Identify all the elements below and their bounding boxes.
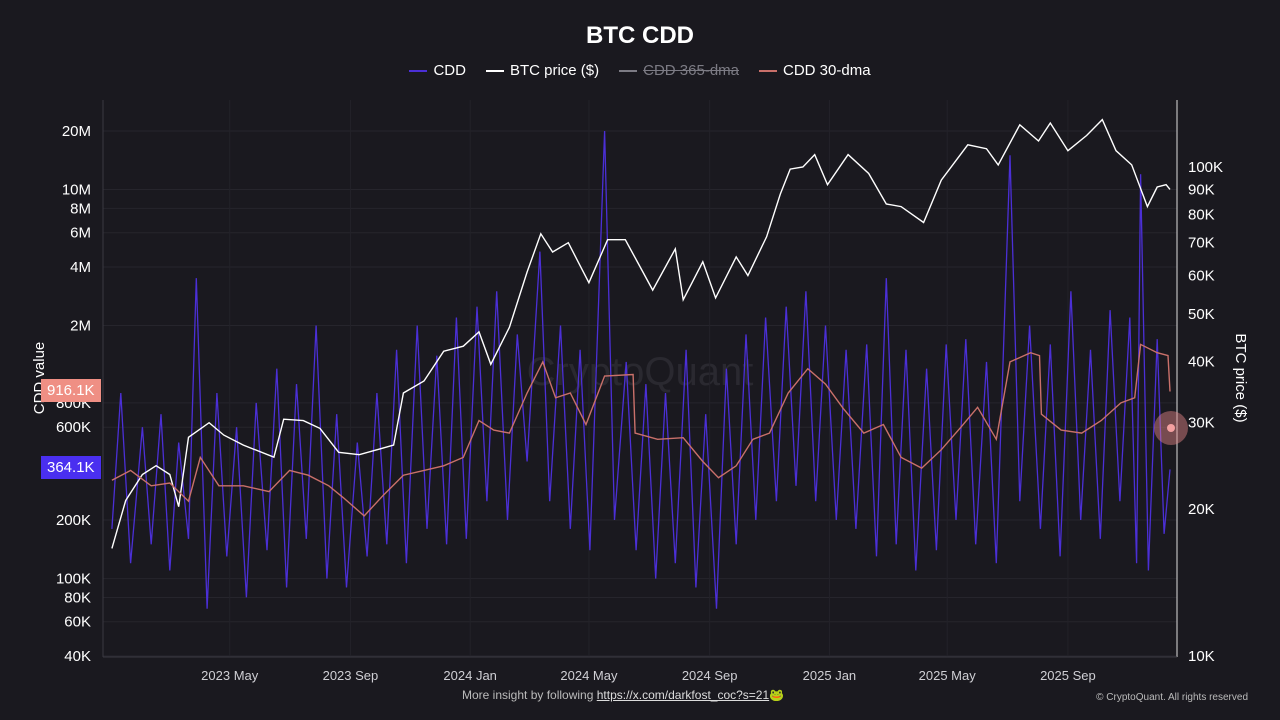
y-left-tick: 6M [70, 225, 91, 242]
legend: CDD BTC price ($) CDD 365-dma CDD 30-dma [0, 62, 1280, 79]
cdd-line [111, 130, 1171, 609]
y-right-tick: 50K [1188, 306, 1215, 323]
footer-link[interactable]: https://x.com/darkfost_coc?s=21 [596, 688, 770, 702]
legend-label: CDD 30-dma [783, 62, 871, 79]
y-left-tick: 8M [70, 200, 91, 217]
y-left-tick: 4M [70, 259, 91, 276]
x-tick: 2025 May [919, 668, 977, 683]
legend-swatch [485, 69, 504, 72]
y-right-tick: 10K [1188, 648, 1215, 665]
legend-item-cdd-365dma[interactable]: CDD 365-dma [619, 62, 739, 79]
x-tick: 2025 Sep [1040, 668, 1096, 683]
y-right-tick: 70K [1188, 235, 1215, 252]
footer-prefix: More insight by following [462, 688, 597, 702]
cdd-30dma-line [111, 343, 1171, 517]
cdd-30dma-current-badge: 916.1K [41, 379, 101, 402]
cdd-current-badge: 364.1K [41, 456, 101, 479]
y-left-tick: 60K [64, 614, 91, 631]
y-right-tick: 30K [1188, 415, 1215, 432]
x-tick: 2023 May [201, 668, 259, 683]
legend-label: CDD [433, 62, 466, 79]
y-left-tick: 200K [56, 512, 91, 529]
y-left-tick: 80K [64, 589, 91, 606]
y-left-tick: 20M [62, 123, 91, 140]
y-right-tick: 90K [1188, 181, 1215, 198]
frog-icon: 🐸 [769, 688, 785, 702]
x-tick: 2023 Sep [323, 668, 379, 683]
legend-swatch [409, 69, 428, 72]
y-left-tick: 100K [56, 571, 91, 588]
y-right-tick: 80K [1188, 206, 1215, 223]
chart-title: BTC CDD [586, 22, 694, 49]
legend-swatch [759, 69, 778, 72]
y-right-tick: 20K [1188, 501, 1215, 518]
copyright: © CryptoQuant. All rights reserved [1096, 692, 1248, 703]
y-right-tick: 100K [1188, 159, 1223, 176]
x-tick: 2024 Jan [443, 668, 497, 683]
footer-text: More insight by following https://x.com/… [462, 688, 784, 702]
y-left-tick: 10M [62, 182, 91, 199]
y-left-tick: 2M [70, 318, 91, 335]
y-right-label: BTC price ($) [1232, 333, 1249, 422]
y-left-tick: 600K [56, 419, 91, 436]
legend-item-btc-price[interactable]: BTC price ($) [485, 62, 600, 79]
x-tick: 2024 Sep [682, 668, 738, 683]
watermark: CryptoQuant [527, 350, 754, 394]
x-tick: 2024 May [560, 668, 618, 683]
y-right-tick: 40K [1188, 354, 1215, 371]
y-left-tick: 40K [64, 648, 91, 665]
y-left-label: CDD value [31, 342, 48, 415]
legend-item-cdd-30dma[interactable]: CDD 30-dma [759, 62, 871, 79]
legend-label: BTC price ($) [509, 62, 600, 79]
btc-price-line [111, 118, 1171, 549]
y-right-tick: 60K [1188, 267, 1215, 284]
hover-marker [1167, 424, 1175, 432]
legend-swatch [619, 69, 638, 72]
legend-label: CDD 365-dma [643, 62, 740, 79]
x-tick: 2025 Jan [803, 668, 857, 683]
legend-item-cdd[interactable]: CDD [409, 62, 466, 79]
